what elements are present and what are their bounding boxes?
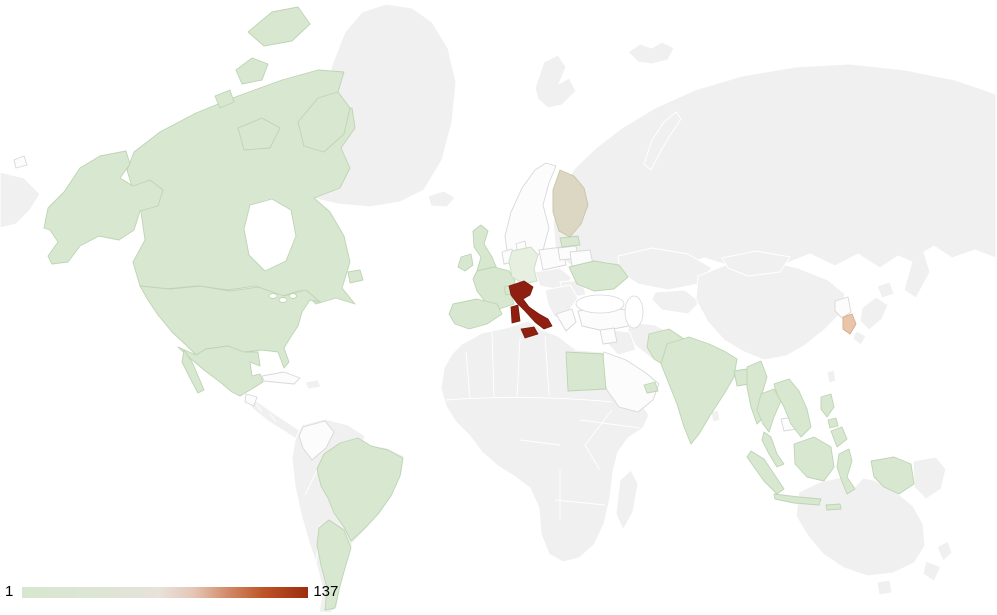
region-uae[interactable] <box>643 381 659 394</box>
legend-gradient-bar <box>22 586 309 598</box>
region-guatemala[interactable] <box>244 393 258 407</box>
region-borneo[interactable] <box>793 436 835 482</box>
legend-min-label: 1 <box>5 583 14 600</box>
region-mexico-baja[interactable] <box>181 349 205 394</box>
region-argentina[interactable] <box>316 519 352 611</box>
great-lake-1 <box>268 293 278 299</box>
region-china[interactable] <box>695 259 846 361</box>
region-cuba[interactable] <box>261 371 301 385</box>
region-mongolia[interactable] <box>721 250 791 277</box>
region-japan-kyushu[interactable] <box>852 330 867 346</box>
region-philippines-visayas[interactable] <box>827 417 839 429</box>
region-st-lawrence-island[interactable] <box>13 155 28 169</box>
region-india[interactable] <box>660 336 738 445</box>
region-north-korea[interactable] <box>834 296 852 319</box>
region-canada-newfoundland[interactable] <box>347 269 364 284</box>
region-novaya-zemlya[interactable] <box>643 111 682 171</box>
region-australia[interactable] <box>795 476 926 577</box>
region-new-zealand-south[interactable] <box>922 560 942 582</box>
region-ireland[interactable] <box>457 253 474 272</box>
africa-internal-borders <box>445 331 641 520</box>
region-papua-new-guinea[interactable] <box>912 456 947 500</box>
region-canada-ellesmere[interactable] <box>247 6 311 47</box>
region-indonesia-lesser-sunda[interactable] <box>825 503 842 511</box>
region-svalbard[interactable] <box>534 54 577 109</box>
region-thailand[interactable] <box>756 388 782 433</box>
region-brazil[interactable] <box>316 437 404 542</box>
region-sri-lanka[interactable] <box>710 409 721 423</box>
region-colombia[interactable] <box>298 420 335 461</box>
region-canada-arctic-island-2[interactable] <box>214 89 235 109</box>
region-laos-vietnam[interactable] <box>773 378 812 438</box>
caspian-sea <box>624 295 644 329</box>
legend-max-label: 137 <box>313 583 339 600</box>
region-canada[interactable] <box>126 69 356 305</box>
region-canada-victoria-island[interactable] <box>237 117 281 151</box>
black-sea <box>575 294 625 314</box>
region-canada-arctic-island-1[interactable] <box>235 57 269 85</box>
region-canada-baffin-island[interactable] <box>297 91 351 153</box>
region-italy-sardinia[interactable] <box>510 304 521 324</box>
region-taiwan[interactable] <box>826 369 837 384</box>
region-syria-levant[interactable] <box>599 327 618 345</box>
region-usa-alaska[interactable] <box>43 150 164 265</box>
great-lake-2 <box>278 297 288 303</box>
region-indonesia-west-papua[interactable] <box>870 456 915 495</box>
region-mexico[interactable] <box>177 345 264 397</box>
region-philippines-luzon[interactable] <box>820 393 835 418</box>
region-indonesia-sulawesi[interactable] <box>836 448 856 495</box>
region-egypt[interactable] <box>565 351 607 392</box>
region-greece[interactable] <box>555 308 577 332</box>
region-estonia[interactable] <box>559 235 581 248</box>
region-indonesia-java[interactable] <box>773 493 822 506</box>
region-ukraine[interactable] <box>568 260 629 292</box>
region-south-korea[interactable] <box>842 313 857 335</box>
region-tasmania[interactable] <box>876 579 893 596</box>
region-japan-hokkaido[interactable] <box>876 281 895 299</box>
region-philippines-mindanao[interactable] <box>830 426 848 448</box>
region-usa[interactable] <box>139 285 321 369</box>
region-finland[interactable] <box>552 169 589 238</box>
region-germany[interactable] <box>508 246 539 285</box>
region-italy[interactable] <box>508 280 553 330</box>
region-france[interactable] <box>472 266 516 310</box>
region-franz-josef-land[interactable] <box>627 41 675 65</box>
region-malaysia-peninsula[interactable] <box>761 431 785 468</box>
region-madagascar[interactable] <box>615 469 639 531</box>
color-scale-legend: 1 137 <box>5 583 338 601</box>
region-russia-chukotka[interactable] <box>0 171 41 229</box>
region-japan-honshu[interactable] <box>859 296 889 331</box>
region-central-asia[interactable] <box>651 289 701 315</box>
region-spain-portugal[interactable] <box>448 298 503 330</box>
region-iceland[interactable] <box>427 190 456 208</box>
hudson-bay <box>243 198 297 272</box>
region-new-zealand-north[interactable] <box>936 540 953 562</box>
great-lake-3 <box>289 293 297 299</box>
region-italy-sicily[interactable] <box>520 326 539 339</box>
region-hispaniola[interactable] <box>304 379 322 390</box>
